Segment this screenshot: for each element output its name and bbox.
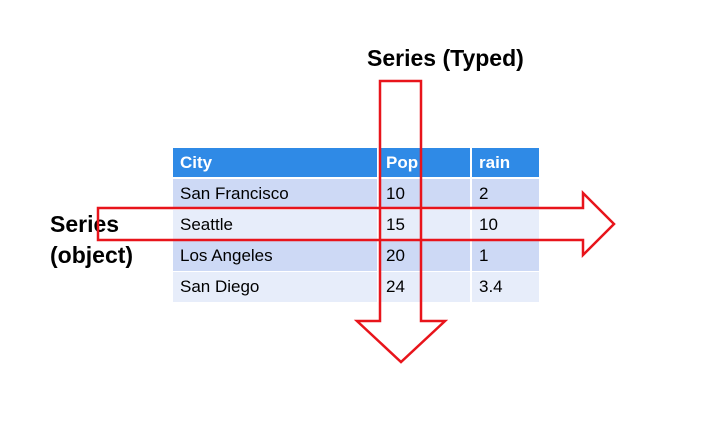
dataframe-table: City Pop rain San Francisco 10 2 Seattle… — [173, 148, 541, 303]
table-header-row: City Pop rain — [173, 148, 541, 179]
cell-city: Seattle — [173, 210, 379, 241]
series-typed-label: Series (Typed) — [367, 45, 524, 71]
series-object-label-line1: Series — [50, 211, 120, 237]
cell-pop: 20 — [379, 241, 472, 272]
cell-pop: 10 — [379, 179, 472, 210]
horizontal-series-arrow — [96, 189, 616, 259]
cell-pop: 24 — [379, 272, 472, 303]
cell-pop: 15 — [379, 210, 472, 241]
column-header-rain: rain — [472, 148, 541, 179]
cell-city: Los Angeles — [173, 241, 379, 272]
cell-rain: 3.4 — [472, 272, 541, 303]
column-header-city: City — [173, 148, 379, 179]
series-object-label-line2: (object) — [50, 242, 134, 269]
table-row: Los Angeles 20 1 — [173, 241, 541, 272]
cell-city: San Diego — [173, 272, 379, 303]
cell-rain: 1 — [472, 241, 541, 272]
cell-city: San Francisco — [173, 179, 379, 210]
column-header-pop: Pop — [379, 148, 472, 179]
table-row: San Diego 24 3.4 — [173, 272, 541, 303]
series-object-label: Series (object) — [50, 209, 133, 271]
table-row: San Francisco 10 2 — [173, 179, 541, 210]
table-row: Seattle 15 10 — [173, 210, 541, 241]
vertical-series-arrow — [353, 79, 449, 364]
cell-rain: 2 — [472, 179, 541, 210]
